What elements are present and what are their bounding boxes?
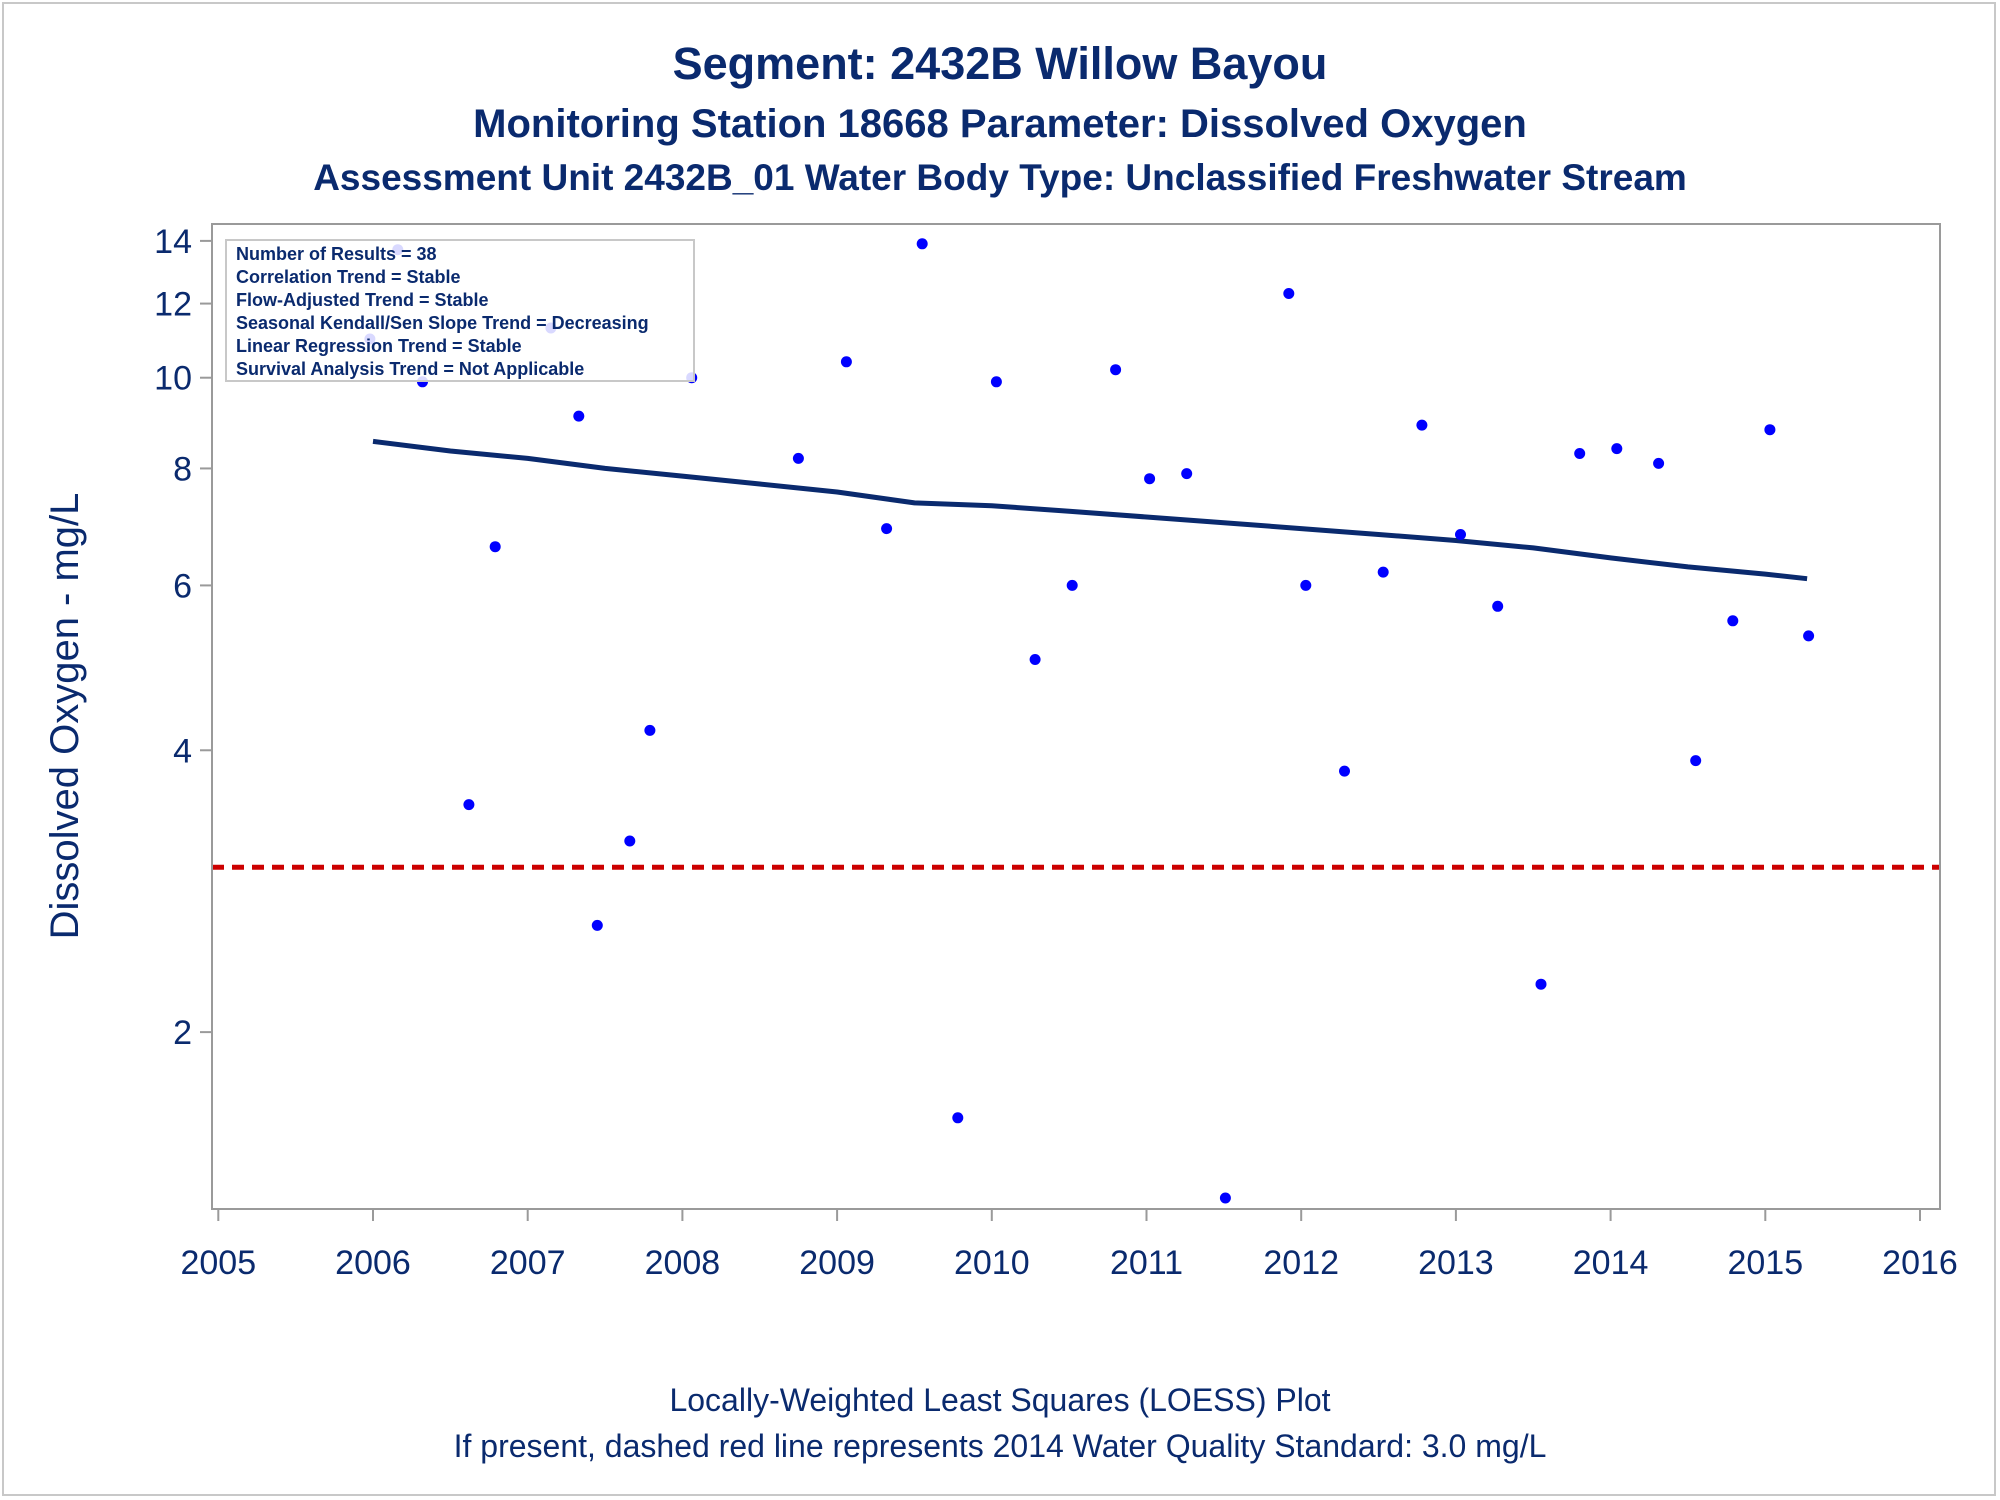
chart-subtitle-station: Monitoring Station 18668 Parameter: Diss… [473,102,1527,146]
stats-line: Linear Regression Trend = Stable [236,336,522,356]
data-point [1611,443,1623,455]
data-point [1416,419,1428,431]
data-point [1492,600,1504,612]
y-tick-label: 12 [154,286,192,324]
data-point [463,799,475,811]
x-tick-label: 2016 [1882,1244,1958,1282]
data-point [1690,755,1702,767]
footnote-standard: If present, dashed red line represents 2… [453,1428,1547,1464]
x-tick-label: 2010 [954,1244,1030,1282]
data-point [840,356,852,368]
stats-box-border [225,239,695,382]
x-tick-label: 2008 [645,1244,721,1282]
x-tick-label: 2013 [1418,1244,1494,1282]
data-point [1066,579,1078,591]
data-point [1764,424,1776,436]
footnote-method: Locally-Weighted Least Squares (LOESS) P… [669,1382,1331,1418]
y-tick-label: 8 [173,450,192,488]
x-tick-label: 2006 [335,1244,411,1282]
data-point [489,541,501,553]
loess-curve [372,438,1808,582]
plot-area-border [211,223,1941,1210]
data-point [624,835,636,847]
y-axis-label: Dissolved Oxygen - mg/L [43,493,87,940]
y-tick-label: 2 [173,1014,192,1052]
stats-box: Number of Results = 38 Correlation Trend … [225,239,695,382]
data-point [1653,457,1665,469]
x-tick-label: 2012 [1263,1244,1339,1282]
data-point [1455,529,1466,540]
data-point [1377,566,1389,578]
stats-line: Correlation Trend = Stable [236,267,461,287]
data-point [1339,765,1350,777]
chart-title: Segment: 2432B Willow Bayou [672,38,1328,89]
x-tick-label: 2005 [180,1244,256,1282]
x-tick-label: 2009 [799,1244,875,1282]
stats-line: Flow-Adjusted Trend = Stable [236,290,489,310]
data-point [916,238,928,250]
data-point [1029,654,1041,665]
x-tick-label: 2011 [1110,1244,1183,1282]
data-point [1219,1192,1231,1204]
data-point [1535,978,1547,990]
data-point [990,376,1002,388]
data-point [792,452,804,464]
data-point [1727,615,1739,627]
data-point [952,1112,964,1124]
data-point [573,410,585,422]
data-point [1181,468,1193,480]
data-point [1283,288,1295,299]
data-point [1803,630,1815,642]
y-tick-label: 10 [154,360,192,398]
x-tick-label: 2014 [1573,1244,1649,1282]
data-point [881,523,893,535]
y-tick-label: 14 [154,223,192,261]
stats-line: Seasonal Kendall/Sen Slope Trend = Decre… [236,313,649,333]
stats-line: Survival Analysis Trend = Not Applicable [236,359,584,379]
data-point [1300,579,1312,591]
data-point [1110,364,1122,376]
data-point [1574,448,1586,459]
y-tick-label: 4 [173,732,192,770]
chart-subtitle-assessment: Assessment Unit 2432B_01 Water Body Type… [313,157,1687,198]
stats-line: Number of Results = 38 [236,244,437,264]
data-point [591,919,603,931]
x-tick-label: 2015 [1727,1244,1803,1282]
x-tick-label: 2007 [490,1244,566,1282]
data-point [644,724,656,736]
y-tick-label: 6 [173,567,192,605]
data-point [1144,473,1156,485]
